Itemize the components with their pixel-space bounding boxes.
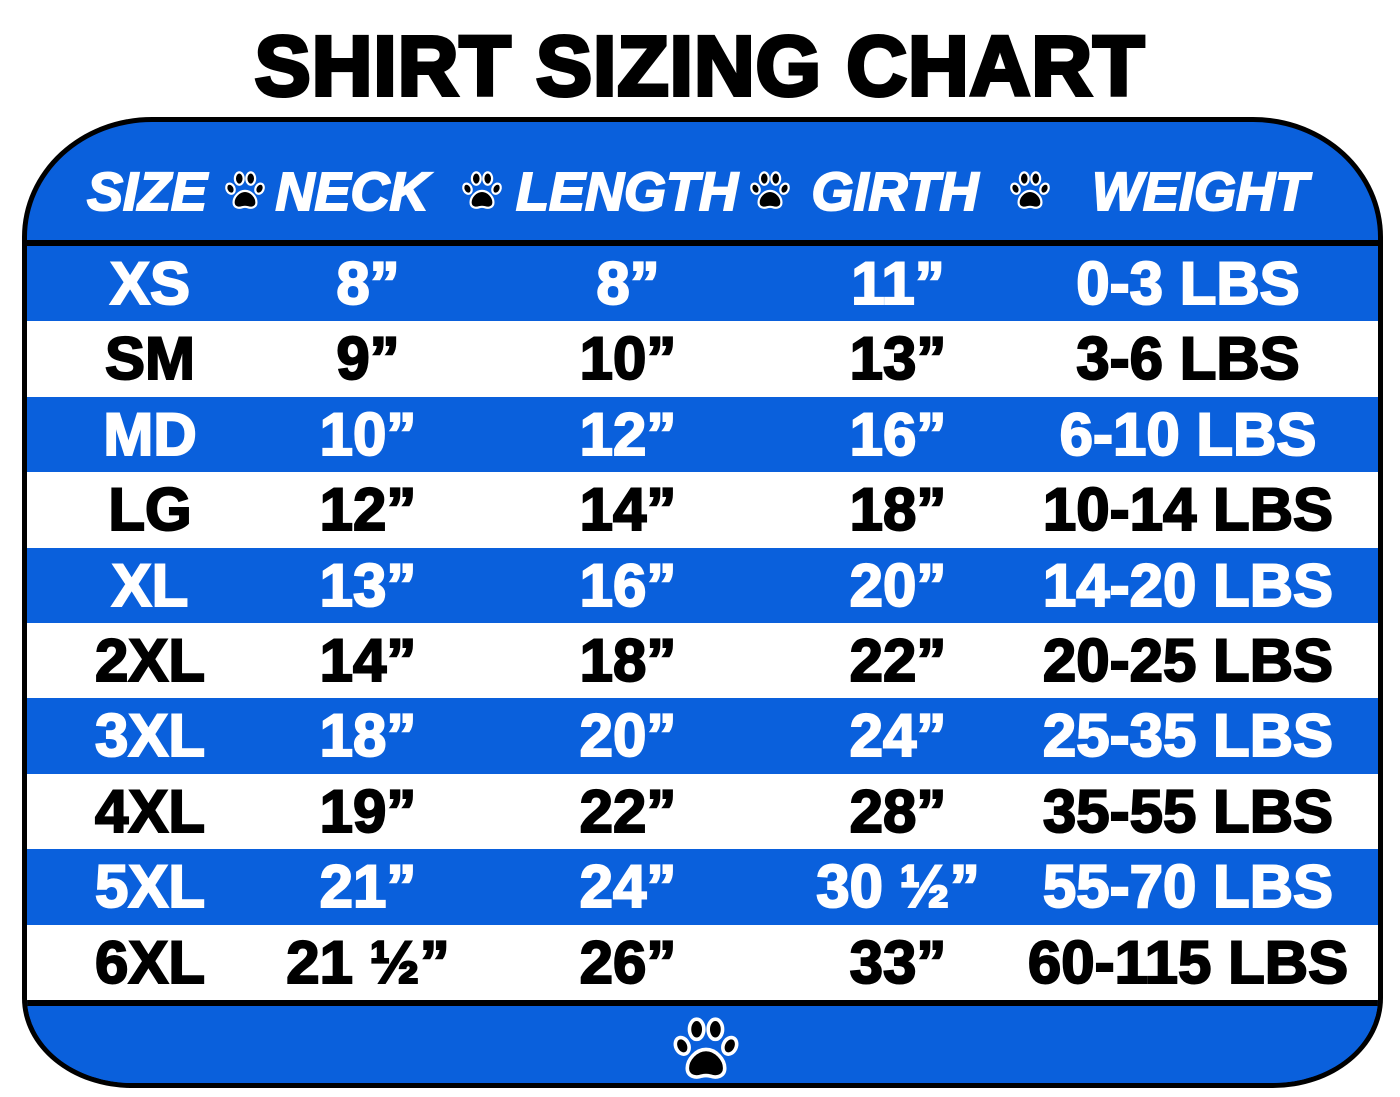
cell-weight: 6-10 LBS: [1059, 400, 1318, 469]
cell-neck: 13”: [319, 551, 418, 620]
cell-girth: 18”: [849, 475, 948, 544]
cell-weight: 14-20 LBS: [1042, 551, 1334, 620]
paw-print-icon: [673, 1017, 739, 1079]
sizing-table: SIZE NECK LENGTH GIRTH WEIGHT XS 8” 8” 11” 0-3 L…: [22, 117, 1383, 1088]
cell-neck: 9”: [335, 324, 400, 393]
table-row: 3XL 18” 20” 24” 25-35 LBS: [27, 698, 1378, 775]
cell-weight: 25-35 LBS: [1042, 701, 1334, 770]
column-header-neck: NECK: [274, 161, 429, 223]
cell-girth: 20”: [849, 551, 948, 620]
table-row: 5XL 21” 24” 30 ½” 55-70 LBS: [27, 849, 1378, 926]
cell-neck: 10”: [319, 400, 418, 469]
cell-neck: 12”: [319, 475, 418, 544]
cell-length: 22”: [579, 777, 678, 846]
table-row: LG 12” 14” 18” 10-14 LBS: [27, 472, 1378, 549]
cell-neck: 14”: [319, 626, 418, 695]
cell-girth: 24”: [849, 701, 948, 770]
paw-print-icon: [462, 171, 502, 209]
cell-size: XS: [109, 249, 191, 318]
cell-neck: 21 ½”: [285, 928, 450, 997]
column-header-length: LENGTH: [515, 161, 739, 223]
cell-neck: 19”: [319, 777, 418, 846]
cell-length: 24”: [579, 852, 678, 921]
cell-length: 12”: [579, 400, 678, 469]
cell-girth: 30 ½”: [815, 852, 980, 921]
cell-neck: 8”: [335, 249, 400, 318]
table-footer: [27, 1006, 1378, 1083]
paw-print-icon: [1010, 171, 1050, 209]
cell-size: LG: [107, 475, 192, 544]
cell-size: MD: [102, 400, 197, 469]
cell-length: 14”: [579, 475, 678, 544]
cell-girth: 11”: [850, 249, 945, 318]
column-header-girth: GIRTH: [810, 161, 979, 223]
cell-girth: 22”: [849, 626, 948, 695]
cell-weight: 0-3 LBS: [1075, 249, 1300, 318]
table-row: XS 8” 8” 11” 0-3 LBS: [27, 246, 1378, 322]
cell-length: 16”: [579, 551, 678, 620]
paw-print-icon: [750, 171, 790, 209]
column-header-size: SIZE: [86, 161, 208, 223]
cell-size: 2XL: [94, 626, 206, 695]
table-row: 2XL 14” 18” 22” 20-25 LBS: [27, 623, 1378, 699]
cell-size: SM: [104, 324, 196, 393]
cell-size: 3XL: [94, 701, 206, 770]
cell-weight: 10-14 LBS: [1042, 475, 1334, 544]
cell-size: 5XL: [94, 852, 206, 921]
cell-size: XL: [111, 551, 190, 620]
cell-length: 8”: [595, 249, 660, 318]
table-header: SIZE NECK LENGTH GIRTH WEIGHT: [27, 122, 1378, 240]
table-row: MD 10” 12” 16” 6-10 LBS: [27, 396, 1378, 473]
header-divider: [27, 240, 1378, 246]
cell-weight: 35-55 LBS: [1042, 777, 1334, 846]
page-title: SHIRT SIZING CHART: [253, 17, 1147, 115]
table-row: 6XL 21 ½” 26” 33” 60-115 LBS: [27, 924, 1378, 1001]
cell-girth: 16”: [849, 400, 948, 469]
cell-size: 6XL: [94, 928, 206, 997]
cell-neck: 18”: [319, 701, 418, 770]
cell-size: 4XL: [94, 777, 206, 846]
cell-length: 18”: [579, 626, 678, 695]
cell-neck: 21”: [319, 852, 418, 921]
cell-girth: 13”: [849, 324, 948, 393]
cell-length: 20”: [579, 701, 678, 770]
column-header-weight: WEIGHT: [1091, 161, 1309, 223]
cell-weight: 20-25 LBS: [1042, 626, 1334, 695]
table-row: XL 13” 16” 20” 14-20 LBS: [27, 547, 1378, 624]
cell-length: 10”: [579, 324, 678, 393]
cell-girth: 33”: [849, 928, 948, 997]
cell-girth: 28”: [849, 777, 948, 846]
paw-print-icon: [225, 171, 265, 209]
cell-weight: 3-6 LBS: [1075, 324, 1300, 393]
table-row: SM 9” 10” 13” 3-6 LBS: [27, 321, 1378, 398]
footer-divider: [27, 1000, 1378, 1006]
cell-weight: 60-115 LBS: [1027, 928, 1349, 997]
table-row: 4XL 19” 22” 28” 35-55 LBS: [27, 773, 1378, 850]
cell-length: 26”: [579, 928, 678, 997]
cell-weight: 55-70 LBS: [1042, 852, 1334, 921]
